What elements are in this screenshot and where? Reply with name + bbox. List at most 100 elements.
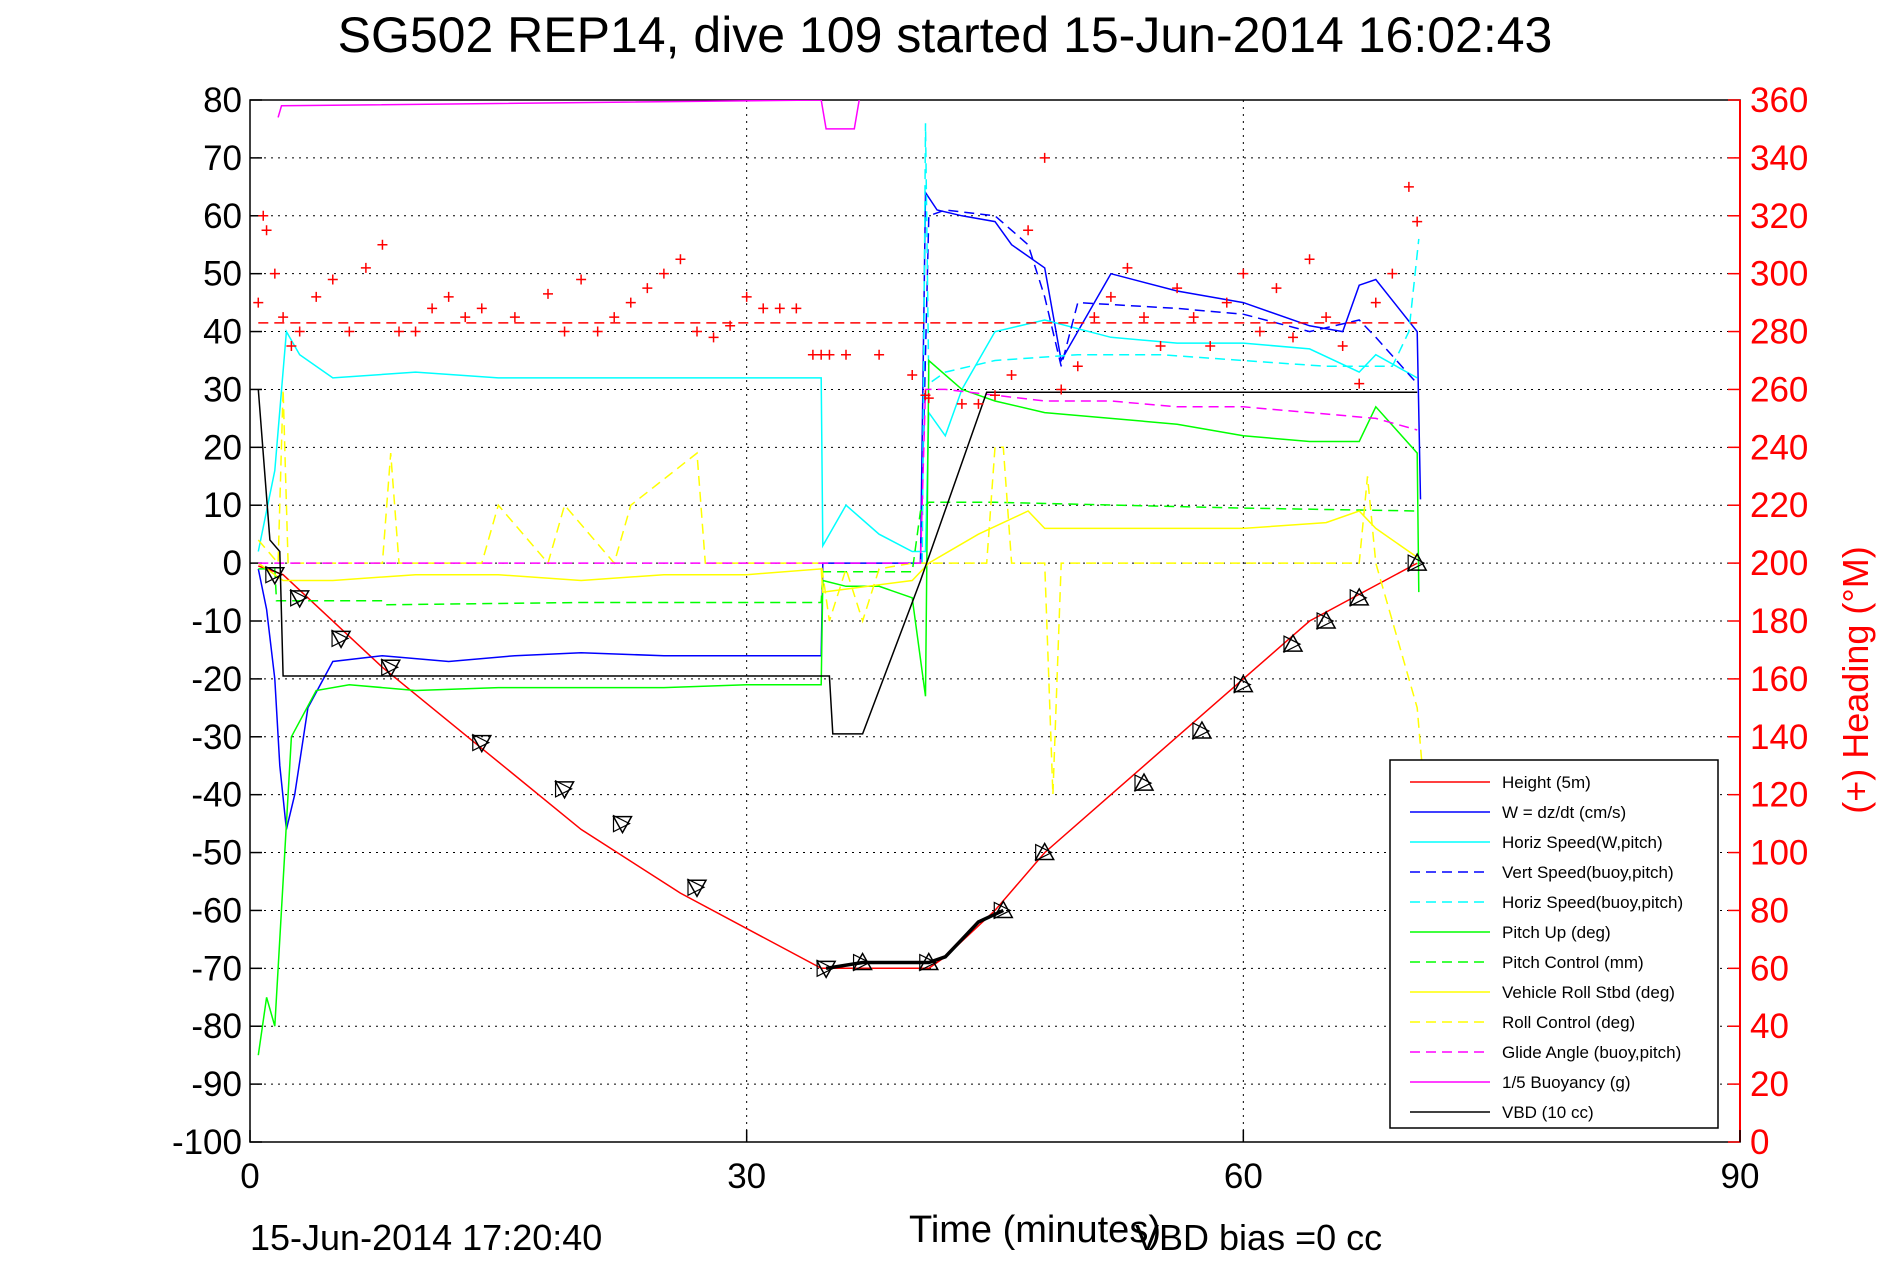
series-layer: [253, 100, 1428, 1056]
y-tick-label: 30: [203, 370, 242, 409]
legend: Height (5m) W = dz/dt (cm/s) Horiz Speed(W…: [1389, 759, 1719, 1129]
y-tick-label: -60: [191, 891, 242, 930]
heading-point: [1412, 216, 1423, 227]
heading-point: [658, 268, 669, 279]
series-vert-speed-buoy-pitch: [919, 209, 1418, 564]
legend-label: Horiz Speed(buoy,pitch): [1502, 893, 1683, 912]
heading-point: [675, 254, 686, 265]
heading-point: [758, 303, 769, 314]
y-right-tick-label: 60: [1750, 949, 1789, 988]
y-tick-label: 50: [203, 255, 242, 294]
y-tick-label: 60: [203, 197, 242, 236]
x-tick-label: 90: [1721, 1157, 1760, 1196]
x-tick-label: 60: [1224, 1157, 1263, 1196]
marker-overlay: [554, 779, 573, 798]
legend-box: [1389, 759, 1719, 1129]
y-tick-label: -80: [191, 1007, 242, 1046]
y-axis-right-label: (+) Heading (°M): [1835, 546, 1876, 813]
heading-point: [1370, 297, 1381, 308]
heading-point: [278, 312, 289, 323]
series-pitch-control-mm: [258, 501, 1418, 606]
y-tick-label: -50: [191, 834, 242, 873]
y-right-tick-label: 0: [1750, 1123, 1769, 1162]
legend-item-glide-angle-buoy-pitch: Glide Angle (buoy,pitch): [1410, 1043, 1681, 1062]
series-horiz-speed-buoy-pitch-line: [921, 123, 1420, 564]
legend-item-vbd-10-cc: VBD (10 cc): [1410, 1103, 1594, 1122]
legend-label: Vehicle Roll Stbd (deg): [1502, 983, 1675, 1002]
heading-point: [1205, 341, 1216, 352]
series-glide-angle-buoy-pitch: [258, 388, 1418, 564]
marker-overlay: [1233, 675, 1252, 694]
x-axis: 0 30 60 90: [240, 1130, 1759, 1196]
legend-item-w-dz-dt-cm-s: W = dz/dt (cm/s): [1410, 803, 1626, 822]
heading-point: [956, 398, 967, 409]
series-1-5-buoyancy-g-line: [277, 100, 860, 130]
series-vert-speed-buoy-pitch-line: [919, 209, 1418, 564]
series-pitch-control-mm-line: [258, 501, 1418, 606]
series-height-5m: [258, 562, 1418, 970]
legend-item-vert-speed-buoy-pitch: Vert Speed(buoy,pitch): [1410, 863, 1674, 882]
marker-overlay: [1407, 554, 1426, 573]
heading-point: [642, 283, 653, 294]
series-vbd-10-cc-line: [257, 389, 1418, 735]
y-right-tick-label: 200: [1750, 544, 1808, 583]
y-right-tick-label: 20: [1750, 1065, 1789, 1104]
x-axis-label: Time (minutes): [909, 1209, 1161, 1251]
marker-overlay: [290, 588, 309, 607]
series-vehicle-roll-stbd-deg-line: [257, 510, 1418, 593]
y-right-tick-label: 140: [1750, 718, 1808, 757]
legend-label: VBD (10 cc): [1502, 1103, 1594, 1122]
heading-point: [841, 349, 851, 360]
marker-overlay: [1192, 722, 1211, 740]
y-right-tick-label: 240: [1750, 428, 1808, 467]
y-right-tick-label: 120: [1750, 776, 1808, 815]
heading-point: [1089, 312, 1100, 323]
y-tick-label: 40: [203, 313, 242, 352]
legend-item-horiz-speed-buoy-pitch: Horiz Speed(buoy,pitch): [1410, 893, 1683, 912]
x-tick-label: 0: [240, 1157, 259, 1196]
heading-point: [1105, 291, 1116, 302]
heading-point: [394, 326, 404, 337]
series-heading: [253, 152, 1423, 409]
chart-title: SG502 REP14, dive 109 started 15-Jun-201…: [338, 7, 1553, 63]
heading-point: [427, 303, 438, 314]
legend-label: Height (5m): [1502, 773, 1591, 792]
y-right-tick-label: 260: [1750, 370, 1808, 409]
y-right-tick-label: 220: [1750, 486, 1808, 525]
heading-point: [973, 398, 984, 409]
y-right-tick-label: 160: [1750, 660, 1808, 699]
y-right-tick-label: 100: [1750, 834, 1808, 873]
heading-point: [741, 291, 752, 302]
heading-point: [1072, 361, 1083, 372]
heading-point: [824, 349, 835, 360]
legend-label: Vert Speed(buoy,pitch): [1502, 863, 1674, 882]
heading-point: [1155, 341, 1166, 352]
heading-point: [311, 291, 322, 302]
heading-point: [609, 312, 620, 323]
heading-point: [261, 225, 272, 236]
series-vehicle-roll-stbd-deg: [257, 510, 1418, 593]
heading-point: [1221, 297, 1232, 308]
y-tick-label: -30: [191, 718, 242, 757]
heading-point: [1304, 254, 1315, 265]
legend-label: Glide Angle (buoy,pitch): [1502, 1043, 1681, 1062]
heading-point: [253, 297, 264, 308]
marker-overlay: [331, 629, 350, 648]
heading-point: [327, 274, 338, 285]
heading-point: [990, 390, 1000, 401]
grid: [250, 100, 1740, 1142]
legend-label: 1/5 Buoyancy (g): [1502, 1073, 1631, 1092]
y-tick-label: -10: [191, 602, 242, 641]
heading-point: [774, 303, 785, 314]
y-tick-label: 10: [203, 486, 242, 525]
heading-point: [377, 239, 388, 250]
heading-point: [1172, 283, 1183, 294]
marker-overlay: [993, 901, 1012, 920]
series-bottom-segment: [825, 908, 1005, 971]
heading-point: [1387, 268, 1398, 279]
heading-point: [543, 288, 553, 299]
marker-overlay: [265, 565, 284, 584]
legend-item-1-5-buoyancy-g: 1/5 Buoyancy (g): [1410, 1073, 1631, 1092]
y-axis-left: 80 70 60 50 40 30 20 10 0 -10 -20 -30 -40 -50 -60 -70 -8…: [172, 81, 262, 1162]
